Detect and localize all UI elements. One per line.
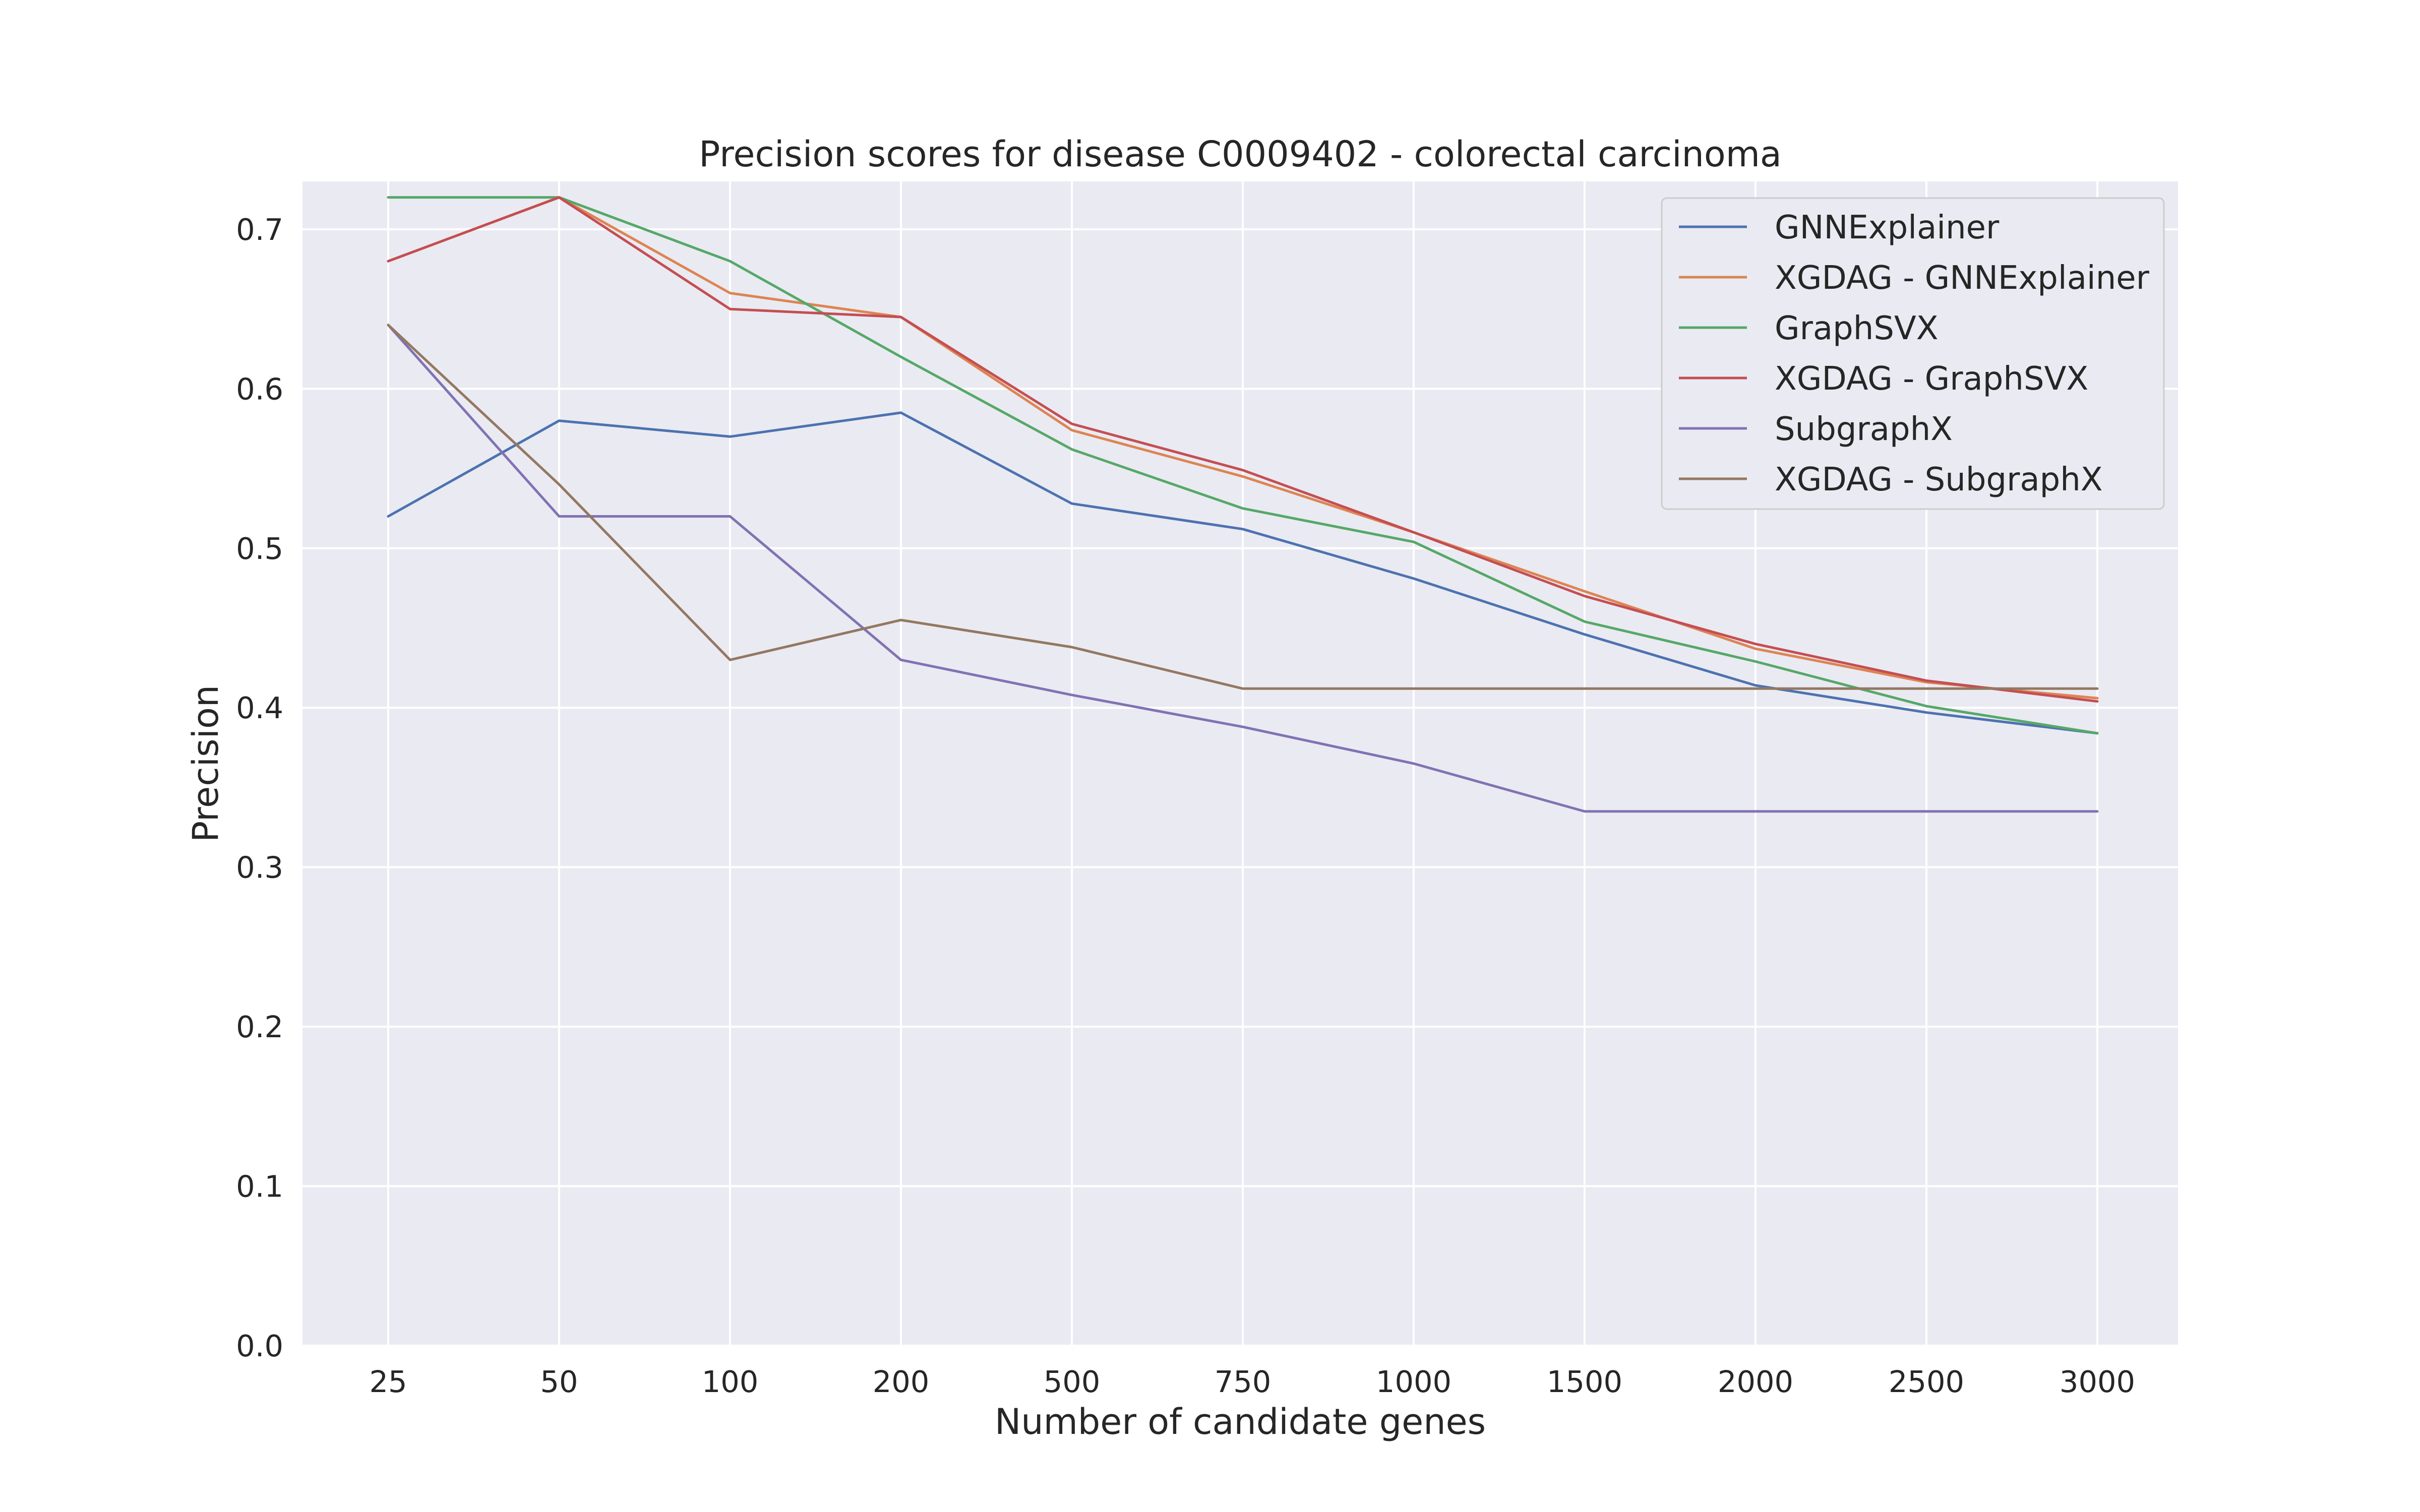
x-tick-label: 2500 [1889, 1364, 1964, 1399]
x-tick-labels: 25 50 100 200 500 750 1000 1500 2000 2500 3000 [369, 1364, 2135, 1399]
y-tick-label: 0.2 [236, 1010, 283, 1044]
y-axis-title: Precision [185, 685, 226, 842]
series-line-2 [387, 196, 2099, 700]
series-line-5 [387, 324, 2099, 813]
x-tick-label: 25 [369, 1364, 407, 1399]
series-line-3 [387, 196, 2099, 735]
legend: GNNExplainer XGDAG - GNNExplainer GraphSVX… [1661, 197, 2165, 510]
legend-label: SubgraphX [1775, 411, 1953, 448]
x-tick-label: 500 [1044, 1364, 1101, 1399]
y-tick-label: 0.1 [236, 1169, 283, 1204]
y-tick-label: 0.4 [236, 690, 283, 725]
legend-label: XGDAG - SubgraphX [1775, 461, 2103, 498]
y-tick-label: 0.3 [236, 850, 283, 885]
legend-label: XGDAG - GNNExplainer [1775, 260, 2150, 297]
x-tick-label: 50 [540, 1364, 578, 1399]
series-line-4 [387, 196, 2099, 703]
y-tick-labels: 0.0 0.1 0.2 0.3 0.4 0.5 0.6 0.7 [236, 212, 283, 1363]
y-tick-label: 0.7 [236, 212, 283, 247]
y-tick-label: 0.0 [236, 1329, 283, 1363]
x-tick-label: 750 [1215, 1364, 1272, 1399]
legend-label: GraphSVX [1775, 310, 1939, 347]
x-tick-label: 3000 [2060, 1364, 2135, 1399]
legend-label: GNNExplainer [1775, 209, 2000, 246]
x-tick-label: 1000 [1376, 1364, 1451, 1399]
chart-title: Precision scores for disease C0009402 - … [699, 134, 1782, 175]
series-line-6 [387, 324, 2099, 690]
x-axis-title: Number of candidate genes [995, 1401, 1486, 1442]
series-lines [387, 196, 2099, 813]
x-tick-label: 200 [873, 1364, 930, 1399]
x-tick-label: 2000 [1718, 1364, 1793, 1399]
x-tick-label: 100 [702, 1364, 759, 1399]
y-tick-label: 0.5 [236, 531, 283, 566]
series-line-1 [387, 411, 2099, 735]
y-tick-label: 0.6 [236, 371, 283, 406]
legend-box [1661, 197, 2165, 510]
legend-label: XGDAG - GraphSVX [1775, 360, 2088, 398]
x-tick-label: 1500 [1547, 1364, 1622, 1399]
